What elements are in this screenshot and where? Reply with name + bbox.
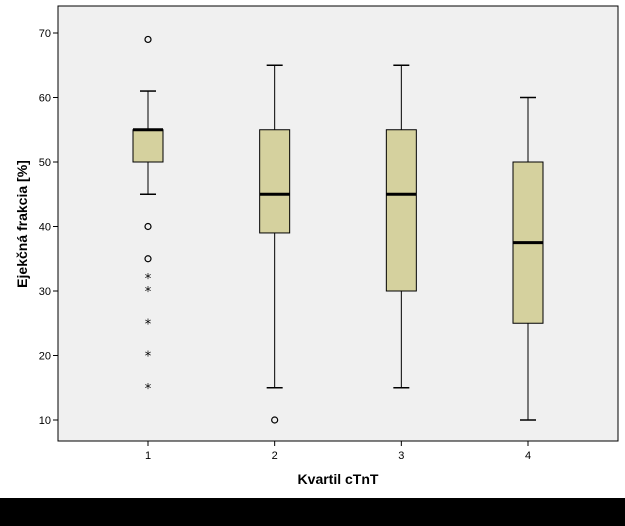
y-tick-label: 50 (39, 157, 51, 169)
x-tick-label: 1 (145, 450, 151, 462)
y-axis-title: Ejekčná frakcia [%] (14, 160, 30, 288)
extreme-point: * (145, 285, 152, 300)
outlier-point (144, 222, 152, 231)
box-iqr (132, 129, 164, 163)
box-group-2 (259, 64, 291, 424)
x-axis-title: Kvartil cTnT (298, 471, 379, 487)
outlier-point (144, 255, 152, 263)
box-iqr (385, 129, 417, 292)
y-tick-label: 10 (39, 415, 51, 427)
extreme-point: * (145, 272, 152, 287)
x-axis: 1 2 3 4 (145, 441, 531, 462)
extreme-point: * (145, 350, 152, 365)
y-tick-label: 30 (39, 286, 51, 298)
y-tick-label: 60 (39, 93, 51, 105)
extreme-point: * (145, 317, 152, 332)
extreme-point: * (145, 382, 152, 397)
x-tick-label: 2 (272, 450, 278, 462)
box-group-1: ***** (132, 35, 164, 397)
box-group-4 (512, 96, 544, 421)
outlier-point (144, 35, 152, 44)
footer-bar (0, 498, 625, 526)
x-tick-label: 4 (525, 450, 531, 462)
box-group-3 (385, 64, 417, 389)
outlier-point (271, 416, 279, 424)
boxes-group: ***** (132, 35, 544, 424)
y-tick-label: 20 (39, 351, 51, 363)
x-tick-label: 3 (398, 450, 404, 462)
box-iqr (259, 129, 291, 234)
y-axis: 10 20 30 40 50 60 70 (39, 28, 58, 427)
y-tick-label: 70 (39, 28, 51, 40)
y-tick-label: 40 (39, 222, 51, 234)
